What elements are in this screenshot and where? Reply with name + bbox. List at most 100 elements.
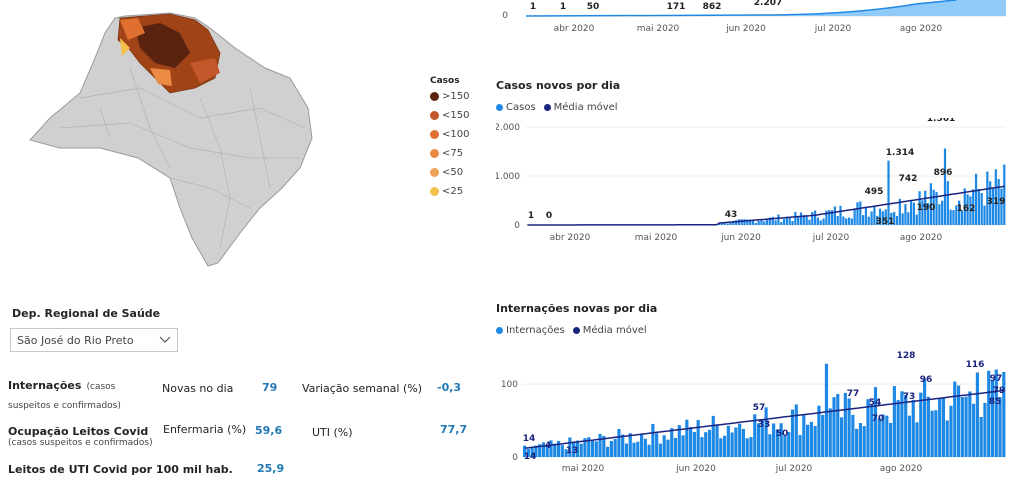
bar[interactable]	[972, 403, 976, 457]
bar[interactable]	[766, 219, 769, 225]
bar[interactable]	[856, 202, 859, 225]
bar[interactable]	[892, 386, 896, 457]
bar[interactable]	[655, 433, 659, 457]
bar[interactable]	[915, 422, 919, 457]
bar[interactable]	[825, 210, 828, 225]
bar[interactable]	[794, 211, 797, 225]
bar[interactable]	[850, 218, 853, 225]
bar[interactable]	[583, 438, 587, 457]
bar[interactable]	[873, 387, 878, 457]
bar[interactable]	[862, 426, 866, 457]
bar[interactable]	[749, 219, 752, 225]
bar[interactable]	[685, 419, 689, 457]
bar[interactable]	[738, 423, 742, 457]
bar[interactable]	[919, 392, 923, 457]
bar[interactable]	[794, 404, 798, 457]
bar[interactable]	[677, 425, 681, 457]
bar[interactable]	[956, 385, 961, 457]
bar[interactable]	[751, 219, 755, 225]
bar[interactable]	[754, 222, 757, 225]
bar[interactable]	[907, 212, 910, 225]
bar[interactable]	[830, 210, 834, 225]
bar[interactable]	[901, 213, 904, 225]
bar[interactable]	[989, 181, 992, 225]
bar[interactable]	[779, 423, 783, 457]
bar[interactable]	[1002, 371, 1006, 457]
bar[interactable]	[821, 414, 825, 457]
bar[interactable]	[839, 417, 844, 457]
bar[interactable]	[797, 217, 800, 225]
bar[interactable]	[541, 442, 546, 457]
bar[interactable]	[832, 397, 836, 457]
bar[interactable]	[963, 188, 966, 225]
bar[interactable]	[732, 220, 735, 225]
bar[interactable]	[575, 440, 580, 457]
bar[interactable]	[723, 221, 726, 225]
bar[interactable]	[817, 405, 821, 457]
bar[interactable]	[673, 437, 678, 457]
bar[interactable]	[990, 380, 995, 457]
bar[interactable]	[666, 439, 670, 457]
bar[interactable]	[785, 216, 788, 225]
bar[interactable]	[994, 369, 998, 457]
bar[interactable]	[847, 398, 851, 457]
bar[interactable]	[772, 423, 776, 457]
bar[interactable]	[774, 220, 777, 225]
bar[interactable]	[788, 217, 791, 225]
bar[interactable]	[811, 212, 814, 225]
bar[interactable]	[568, 437, 572, 457]
daily-cases-chart[interactable]: 0 1.000 2.000 abr 2020 mai 2020 jun 2020 jul 2…	[496, 118, 1016, 246]
bar[interactable]	[878, 208, 882, 225]
bar[interactable]	[859, 201, 862, 225]
bar[interactable]	[890, 212, 893, 225]
bar[interactable]	[771, 216, 774, 225]
bar[interactable]	[851, 414, 855, 457]
bar[interactable]	[802, 415, 806, 457]
bar[interactable]	[972, 189, 975, 225]
bar[interactable]	[753, 414, 757, 457]
bar[interactable]	[741, 428, 746, 457]
bar[interactable]	[881, 211, 884, 225]
bar[interactable]	[545, 445, 549, 457]
bar[interactable]	[983, 205, 986, 225]
chart-legend-item[interactable]: Média móvel	[543, 102, 618, 113]
bar[interactable]	[670, 428, 674, 457]
bar[interactable]	[867, 216, 870, 225]
bar[interactable]	[980, 193, 983, 225]
bar[interactable]	[904, 394, 908, 457]
bar[interactable]	[726, 425, 730, 457]
bar[interactable]	[935, 191, 938, 225]
bar[interactable]	[858, 423, 863, 457]
bar[interactable]	[696, 419, 700, 457]
bar[interactable]	[808, 219, 811, 225]
map-legend-item[interactable]: <150	[430, 110, 469, 121]
bar[interactable]	[926, 396, 930, 457]
bar[interactable]	[991, 188, 995, 225]
bar[interactable]	[904, 204, 907, 225]
bar[interactable]	[862, 215, 865, 225]
bar[interactable]	[819, 220, 822, 225]
bar[interactable]	[726, 223, 729, 225]
bar[interactable]	[828, 210, 831, 225]
bar[interactable]	[949, 209, 952, 225]
bar[interactable]	[579, 443, 583, 457]
bar[interactable]	[929, 183, 932, 225]
map-legend-item[interactable]: <75	[430, 148, 469, 159]
bar[interactable]	[870, 404, 874, 457]
bar[interactable]	[782, 218, 786, 225]
bar[interactable]	[730, 432, 734, 457]
bar[interactable]	[624, 443, 629, 457]
bar[interactable]	[729, 222, 732, 225]
bar[interactable]	[777, 214, 780, 225]
bar[interactable]	[809, 421, 813, 457]
bar[interactable]	[885, 415, 889, 457]
sp-map[interactable]	[20, 8, 360, 270]
bar[interactable]	[764, 407, 768, 457]
bar[interactable]	[632, 442, 636, 457]
bar[interactable]	[845, 218, 848, 225]
bar[interactable]	[740, 219, 743, 225]
bar[interactable]	[662, 435, 666, 457]
bar[interactable]	[896, 400, 900, 457]
bar[interactable]	[986, 171, 989, 225]
